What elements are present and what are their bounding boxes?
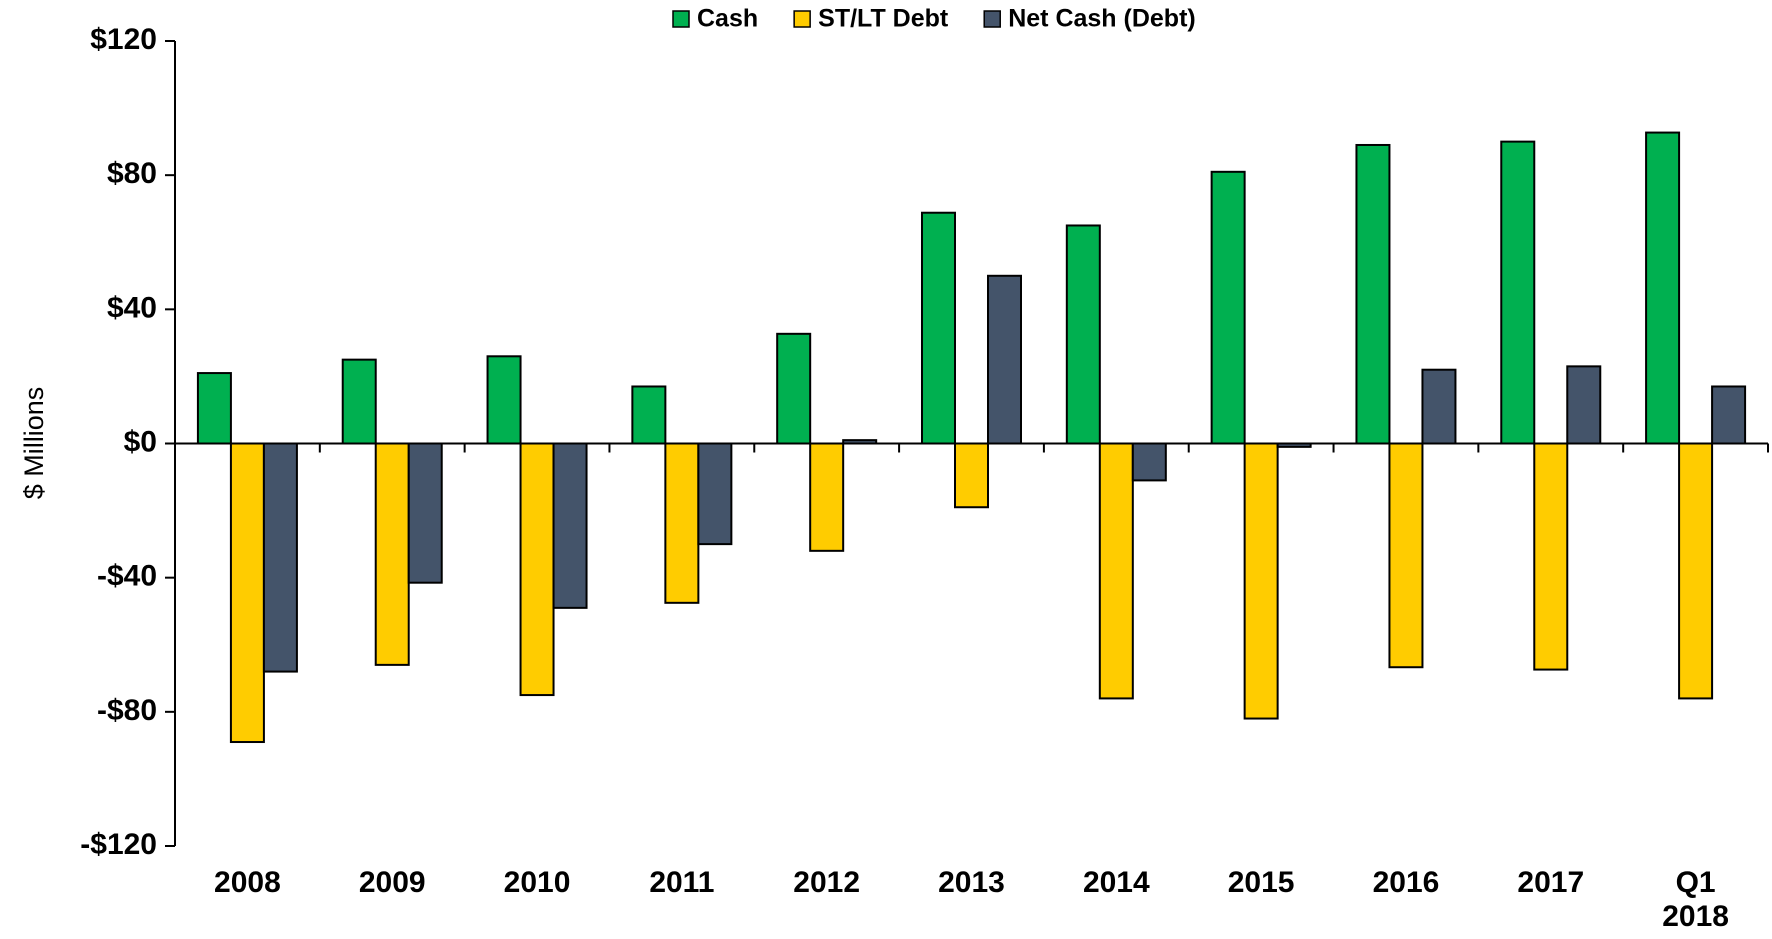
x-tick-label: 2015 [1227, 866, 1295, 899]
bar [519, 442, 555, 697]
bar [1388, 442, 1424, 669]
bar [486, 355, 522, 445]
legend-swatch [983, 10, 1001, 28]
bar [809, 442, 845, 552]
bar [229, 442, 265, 744]
legend-swatch [672, 10, 690, 28]
y-tick-label: -$80 [97, 694, 157, 727]
x-tick-label: 2012 [793, 866, 861, 899]
y-tick-label: $80 [107, 157, 157, 190]
bar [954, 442, 989, 509]
legend-swatch [793, 10, 811, 28]
bar [1711, 385, 1747, 445]
y-axis-label: $ Millions [19, 387, 49, 500]
bar [407, 442, 443, 584]
bar [1533, 442, 1569, 671]
bar [1210, 170, 1246, 445]
bar [1678, 442, 1714, 700]
y-tick-label: $0 [124, 425, 157, 458]
bar [196, 372, 232, 445]
bar [921, 211, 956, 445]
x-tick-label: 2009 [358, 866, 426, 899]
y-tick-label: -$120 [80, 828, 157, 861]
bar [697, 442, 733, 546]
legend-label: Cash [697, 5, 758, 33]
x-tick-label: Q1 2018 [1662, 866, 1729, 933]
bar [1065, 224, 1101, 445]
bar [631, 385, 667, 445]
bar [1131, 442, 1167, 482]
legend-label: Net Cash (Debt) [1008, 5, 1196, 33]
x-tick-label: 2010 [503, 866, 571, 899]
x-tick-label: 2011 [649, 866, 715, 899]
bar [341, 358, 377, 445]
x-tick-label: 2017 [1517, 866, 1585, 899]
y-tick-label: $120 [90, 23, 157, 56]
bar [552, 442, 588, 609]
bar [262, 442, 298, 673]
bar [1421, 368, 1457, 445]
bar [1566, 365, 1602, 445]
bar [987, 274, 1022, 445]
legend-label: ST/LT Debt [818, 5, 949, 33]
x-tick-label: 2014 [1082, 866, 1150, 899]
bar [664, 442, 700, 604]
bar [1243, 442, 1279, 720]
bar [1500, 140, 1536, 445]
y-tick-label: -$40 [97, 560, 157, 593]
bar [1098, 442, 1134, 700]
y-tick-label: $40 [107, 291, 157, 324]
x-tick-label: 2013 [938, 866, 1005, 899]
bar [374, 442, 410, 666]
bar [1355, 143, 1391, 445]
bar [776, 332, 812, 445]
bar [1645, 131, 1681, 445]
x-tick-label: 2008 [214, 866, 281, 899]
x-tick-label: 2016 [1372, 866, 1440, 899]
